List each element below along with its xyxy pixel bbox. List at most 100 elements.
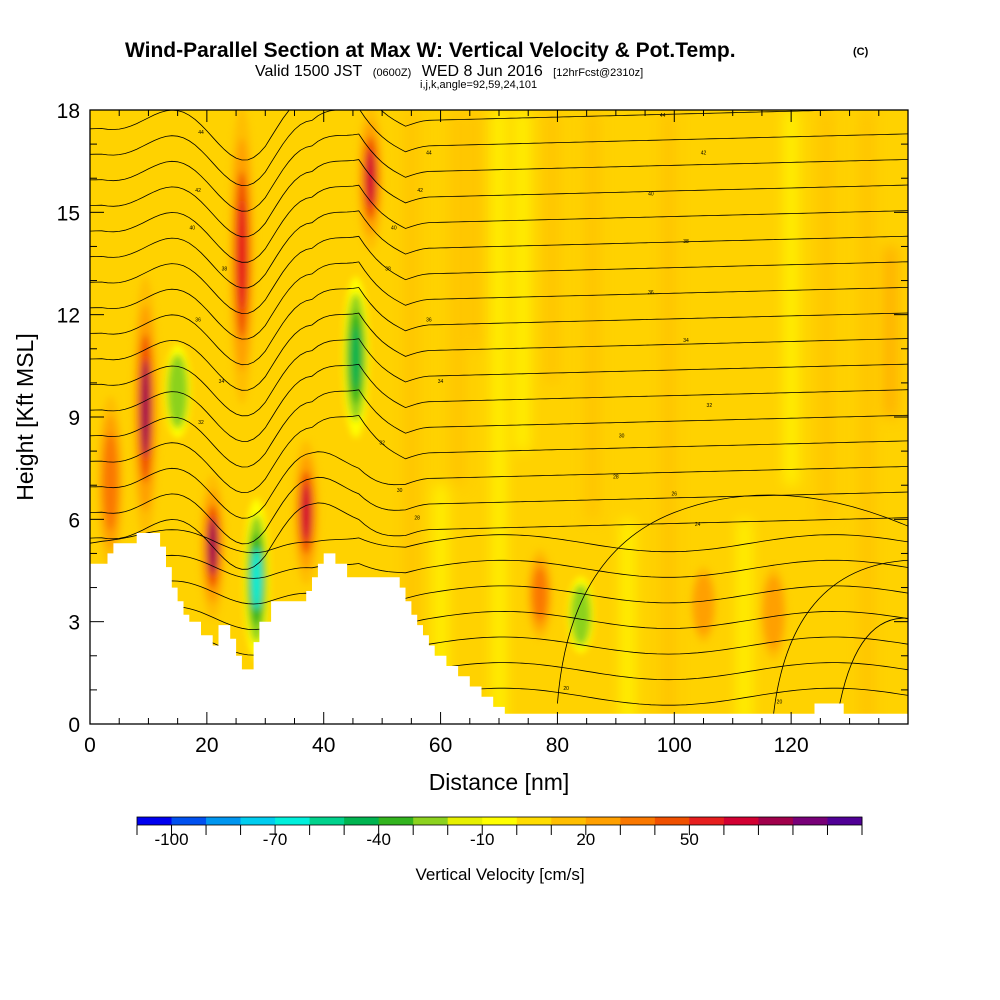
theta-label: 36 bbox=[648, 290, 654, 296]
y-tick-label: 15 bbox=[57, 202, 80, 225]
colorbar: -100 -70 -40 -10 20 50 bbox=[136, 816, 863, 849]
y-tick-label: 6 bbox=[68, 509, 80, 532]
colorbar-swatch bbox=[447, 817, 483, 825]
downdraft-core bbox=[351, 326, 361, 389]
downdraft-core bbox=[576, 598, 586, 631]
updraft-core bbox=[237, 200, 247, 310]
y-tick-label: 12 bbox=[57, 305, 80, 328]
field-streak bbox=[884, 246, 897, 417]
updraft-core bbox=[365, 150, 376, 207]
chart-subtitle: Valid 1500 JST (0600Z) WED 8 Jun 2016 [1… bbox=[255, 63, 643, 80]
colorbar-tick-label: 20 bbox=[576, 830, 595, 849]
theta-contour bbox=[773, 559, 908, 714]
theta-label: 42 bbox=[701, 150, 707, 156]
theta-label: 20 bbox=[777, 700, 783, 706]
theta-label: 42 bbox=[417, 188, 423, 194]
colorbar-swatch bbox=[413, 817, 449, 825]
theta-label: 34 bbox=[219, 379, 225, 385]
colorbar-swatch bbox=[171, 817, 207, 825]
theta-contour bbox=[90, 606, 908, 631]
colorbar-swatch bbox=[275, 817, 311, 825]
theta-contour bbox=[90, 414, 908, 494]
subtitle-forecast: [12hrFcst@2310z] bbox=[553, 67, 643, 79]
updraft-core bbox=[769, 594, 779, 633]
x-tick-label: 20 bbox=[195, 734, 218, 757]
grid-info: i,j,k,angle=92,59,24,101 bbox=[420, 79, 537, 91]
y-tick-label: 0 bbox=[68, 714, 80, 737]
theta-label: 40 bbox=[189, 225, 195, 231]
theta-contour bbox=[90, 235, 908, 314]
theta-label: 20 bbox=[563, 686, 569, 692]
colorbar-swatch bbox=[378, 817, 414, 825]
theta-label: 36 bbox=[426, 317, 432, 323]
field-streak bbox=[785, 110, 798, 486]
colorbar-swatch bbox=[137, 817, 173, 825]
field-streak bbox=[861, 110, 874, 724]
field-streak bbox=[516, 110, 529, 452]
theta-contours bbox=[90, 110, 908, 714]
field-streak bbox=[586, 110, 599, 520]
field-streak bbox=[545, 110, 558, 383]
colorbar-swatch bbox=[654, 817, 690, 825]
colorbar-swatch bbox=[516, 817, 552, 825]
updraft-core bbox=[698, 588, 709, 621]
theta-label: 34 bbox=[683, 338, 689, 344]
y-axis: 0 36 9 12 15 18 bbox=[57, 100, 908, 737]
theta-label: 38 bbox=[683, 239, 689, 245]
title-mark: (C) bbox=[853, 46, 869, 58]
theta-label: 38 bbox=[385, 266, 391, 272]
field-streak bbox=[452, 110, 465, 486]
subtitle-date: WED 8 Jun 2016 bbox=[422, 63, 543, 80]
colorbar-swatch bbox=[689, 817, 725, 825]
theta-label: 28 bbox=[613, 474, 619, 480]
theta-contour bbox=[90, 451, 908, 519]
colorbar-swatch bbox=[723, 817, 759, 825]
field-streak bbox=[621, 519, 634, 724]
theta-label: 40 bbox=[391, 225, 397, 231]
field-streak bbox=[493, 110, 505, 724]
x-tick-label: 40 bbox=[312, 734, 335, 757]
theta-contour bbox=[90, 210, 908, 289]
y-axis-label: Height [Kft MSL] bbox=[12, 333, 38, 500]
theta-label: 36 bbox=[195, 317, 201, 323]
theta-contour bbox=[90, 580, 908, 605]
theta-contour bbox=[90, 133, 908, 212]
colorbar-tick-label: -40 bbox=[366, 830, 391, 849]
theta-label: 30 bbox=[397, 488, 403, 494]
theta-label: 32 bbox=[198, 420, 204, 426]
colorbar-swatch bbox=[827, 817, 863, 825]
theta-label: 30 bbox=[619, 433, 625, 439]
x-axis: 0 20 40 60 80 100 120 bbox=[84, 110, 880, 757]
velocity-field bbox=[97, 110, 897, 724]
field-streak bbox=[662, 110, 675, 724]
downdraft-core bbox=[173, 372, 183, 411]
theta-contour bbox=[90, 110, 908, 187]
theta-label: 32 bbox=[707, 403, 713, 409]
colorbar-swatch bbox=[482, 817, 518, 825]
field-cores bbox=[97, 110, 787, 660]
theta-contour bbox=[90, 261, 908, 340]
field-streak bbox=[469, 110, 482, 349]
theta-contour bbox=[90, 159, 908, 238]
subtitle-valid: Valid 1500 JST bbox=[255, 63, 363, 80]
theta-contour-labels: 44 42 40 38 36 34 32 44 42 40 38 36 34 32 30 28 44 42 40 38… bbox=[189, 113, 782, 706]
theta-label: 42 bbox=[195, 188, 201, 194]
subtitle-zulu: (0600Z) bbox=[373, 67, 412, 79]
theta-contour bbox=[90, 312, 908, 391]
y-tick-label: 9 bbox=[68, 407, 80, 430]
y-tick-label: 18 bbox=[57, 100, 80, 123]
theta-contour bbox=[90, 476, 908, 545]
theta-label: 24 bbox=[695, 522, 701, 528]
updraft-core bbox=[301, 484, 311, 541]
theta-contour bbox=[90, 287, 908, 366]
updraft-core bbox=[140, 359, 151, 458]
theta-label: 38 bbox=[222, 266, 228, 272]
theta-contour bbox=[90, 338, 908, 417]
theta-label: 28 bbox=[414, 515, 420, 521]
colorbar-swatch bbox=[344, 817, 380, 825]
colorbar-swatch bbox=[551, 817, 587, 825]
updraft-core bbox=[105, 449, 115, 515]
x-tick-label: 0 bbox=[84, 734, 96, 757]
theta-contour bbox=[837, 617, 908, 714]
